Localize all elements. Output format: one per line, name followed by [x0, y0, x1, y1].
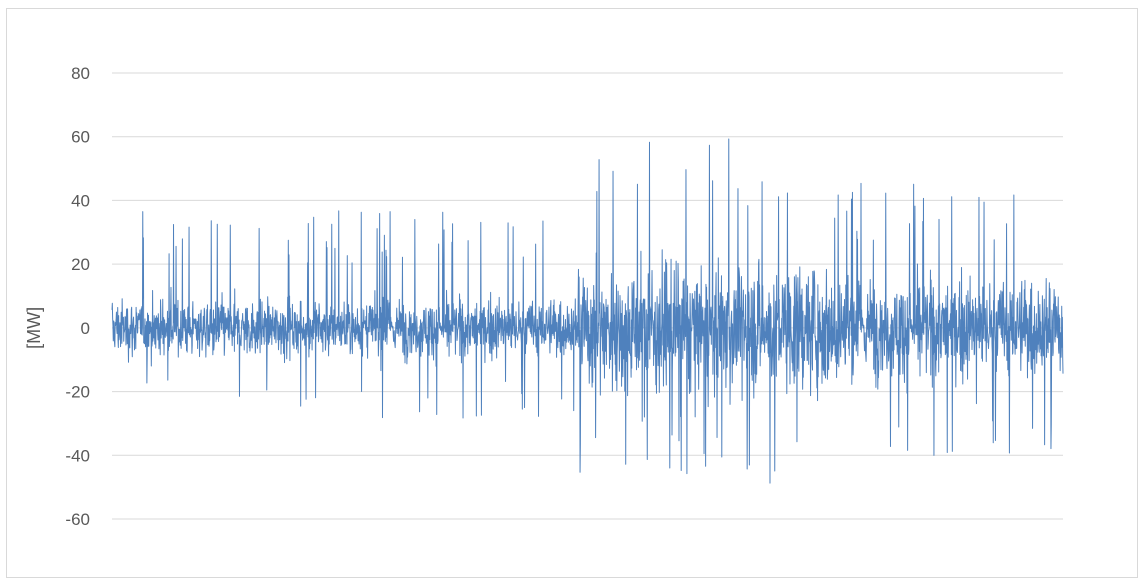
y-tick-label: -60	[65, 510, 90, 529]
y-tick-label: -20	[65, 383, 90, 402]
y-axis-title: [MW]	[24, 307, 44, 349]
chart-frame	[6, 8, 1138, 578]
y-tick-labels: 80 60 40 20 0 -20 -40 -60	[65, 64, 90, 529]
y-tick-label: 40	[71, 191, 90, 210]
y-tick-label: 60	[71, 128, 90, 147]
series-group	[111, 138, 1064, 484]
y-tick-label: -40	[65, 446, 90, 465]
series-line	[111, 138, 1064, 484]
y-tick-label: 80	[71, 64, 90, 83]
y-tick-label: 0	[81, 319, 90, 338]
y-tick-label: 20	[71, 255, 90, 274]
